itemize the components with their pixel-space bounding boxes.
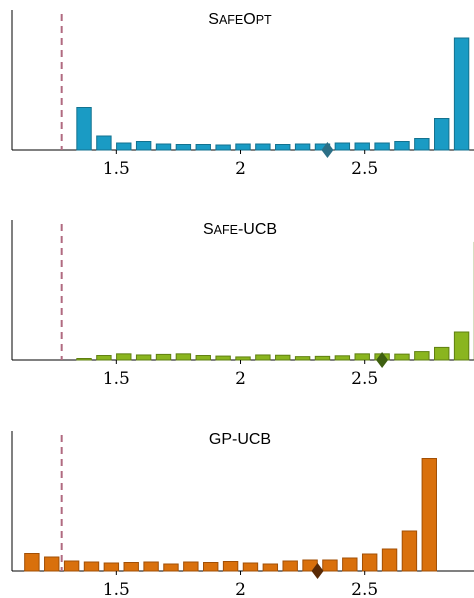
x-tick-label: 2 <box>235 159 246 179</box>
histogram-bar <box>135 354 152 361</box>
histogram-bar <box>434 346 450 361</box>
panel-safe-ucb: 1.5 2 2.5 SAFE-UCB <box>11 220 474 389</box>
panel-title: SAFE-UCB <box>203 221 277 238</box>
histogram-bar <box>262 563 279 572</box>
histogram-bar <box>103 562 120 572</box>
histogram-bar <box>155 143 172 151</box>
histogram-bar <box>453 37 470 151</box>
histogram-bar <box>434 118 450 151</box>
histogram-bar <box>215 355 231 361</box>
histogram-bar <box>361 553 378 572</box>
histogram-bar <box>155 353 172 361</box>
histogram-bar <box>414 351 430 361</box>
histogram-bar <box>123 562 139 572</box>
histogram-bar <box>282 560 298 572</box>
histogram-bar <box>195 355 211 361</box>
x-tick-label: 2.5 <box>351 159 378 179</box>
histogram-bar <box>195 144 211 151</box>
panel-gp-ucb: 1.5 2 2.5 GP-UCB <box>11 431 474 598</box>
histogram-bar <box>44 556 60 572</box>
histogram-bar <box>235 143 251 151</box>
histogram-bar <box>76 107 92 151</box>
panel-safeopt: 1.5 2 2.5 SAFEOPT <box>11 10 474 179</box>
x-tick-label: 1.5 <box>103 159 130 179</box>
x-tick-label: 1.5 <box>103 369 130 389</box>
histogram-bar <box>175 353 192 361</box>
histogram-bar <box>294 143 311 151</box>
histogram-bar <box>275 354 291 361</box>
histogram-bar <box>235 356 251 361</box>
histogram-bar <box>96 135 112 151</box>
histogram-bar <box>421 458 437 572</box>
panel-title: SAFEOPT <box>208 11 272 28</box>
x-tick-label: 2 <box>235 369 246 389</box>
histogram-bar <box>255 143 271 151</box>
histogram-bar <box>222 561 239 572</box>
histogram-bar <box>76 358 92 361</box>
histogram-bar <box>83 561 100 572</box>
optimum-marker <box>311 563 324 579</box>
histogram-bar <box>255 354 271 361</box>
histogram-bar <box>242 562 259 572</box>
histogram-bar <box>143 561 159 572</box>
histogram-bar <box>183 561 199 572</box>
histogram-bar <box>322 559 338 572</box>
histogram-bar <box>414 138 430 151</box>
histogram-bar <box>334 355 351 361</box>
histogram-bar <box>381 548 398 572</box>
histogram-bar <box>294 356 311 361</box>
optimum-marker <box>376 352 389 368</box>
x-tick-label: 2.5 <box>351 369 378 389</box>
histogram-bar <box>342 557 358 572</box>
histogram-bar <box>354 142 370 151</box>
histogram-bar <box>175 144 192 151</box>
histogram-bar <box>116 142 132 151</box>
histogram-bar <box>215 144 231 151</box>
histogram-bar <box>394 141 410 151</box>
histogram-bar <box>135 141 152 151</box>
histogram-bar <box>116 353 132 361</box>
histogram-bar <box>96 355 112 361</box>
histogram-bar <box>334 142 351 151</box>
histogram-bar <box>354 353 370 361</box>
histogram-bar <box>24 553 40 572</box>
x-tick-label: 1.5 <box>103 580 130 598</box>
histogram-bar <box>453 331 470 361</box>
histogram-bar <box>163 563 179 572</box>
histogram-bar <box>203 562 219 572</box>
histogram-bar <box>314 355 331 361</box>
histogram-bar <box>63 560 80 572</box>
x-tick-label: 2.5 <box>351 580 378 598</box>
histogram-bar <box>275 144 291 151</box>
histogram-bar <box>374 142 390 151</box>
optimum-marker <box>321 142 334 158</box>
histogram-bar <box>394 353 410 361</box>
x-tick-label: 2 <box>235 580 246 598</box>
histogram-bar <box>401 530 418 572</box>
panel-title: GP-UCB <box>209 431 271 448</box>
